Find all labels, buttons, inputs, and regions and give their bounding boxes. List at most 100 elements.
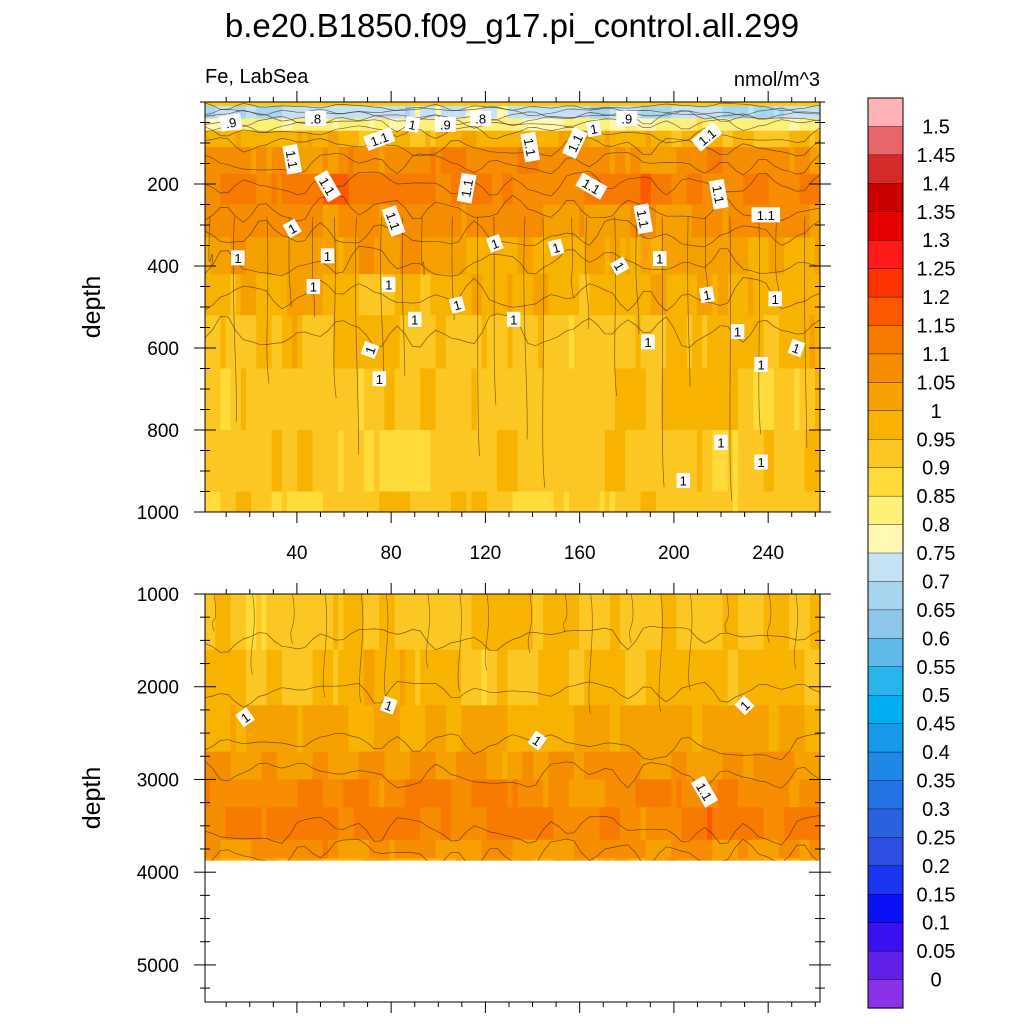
field-cell xyxy=(584,594,590,651)
field-cell xyxy=(594,594,601,651)
field-cell xyxy=(338,118,344,132)
field-cell xyxy=(430,204,437,238)
field-cell xyxy=(712,807,719,841)
field-cell xyxy=(471,858,478,861)
field-cell xyxy=(251,147,257,175)
field-cell xyxy=(435,430,442,493)
units-label: nmol/m^3 xyxy=(734,69,820,91)
field-cell xyxy=(399,368,406,431)
field-cell xyxy=(384,430,391,493)
field-cell xyxy=(266,649,273,706)
field-cell xyxy=(558,858,565,861)
field-cell xyxy=(302,839,309,859)
field-cell xyxy=(281,649,288,706)
field-cell xyxy=(425,858,432,861)
field-cell xyxy=(240,649,247,706)
field-cell xyxy=(404,807,411,841)
contour-line xyxy=(205,760,820,789)
field-cell xyxy=(697,649,703,706)
field-cell xyxy=(630,430,637,493)
field-cell xyxy=(538,858,544,861)
field-cell xyxy=(635,858,642,861)
field-cell xyxy=(681,751,688,781)
field-cell xyxy=(517,491,524,512)
field-cell xyxy=(348,649,355,706)
colorbar-label: 0.3 xyxy=(922,799,950,821)
field-cell xyxy=(686,839,693,859)
contour-line xyxy=(477,216,480,457)
field-cell xyxy=(276,705,283,753)
field-cell xyxy=(671,858,678,861)
field-cell xyxy=(645,649,652,706)
contour-label: 1 xyxy=(235,707,255,728)
field-cell xyxy=(374,118,380,132)
field-cell xyxy=(420,751,426,781)
field-cell xyxy=(568,705,575,753)
field-cell xyxy=(338,491,344,512)
field-cell xyxy=(686,315,693,370)
colorbar-label: 1.5 xyxy=(922,116,950,138)
field-cell xyxy=(384,147,391,175)
field-cell xyxy=(486,204,493,238)
field-cell xyxy=(538,751,544,781)
field-cell xyxy=(476,491,483,512)
contour-label-text: 1 xyxy=(407,117,417,133)
field-cell xyxy=(538,807,544,841)
field-cell xyxy=(312,147,319,175)
field-cell xyxy=(348,274,355,316)
field-cell xyxy=(379,274,385,316)
field-cell xyxy=(461,368,467,431)
field-cell xyxy=(399,491,406,512)
field-cell xyxy=(338,173,344,206)
colorbar-swatch xyxy=(867,837,904,867)
field-cell xyxy=(666,430,672,493)
field-cell xyxy=(691,173,698,206)
field-cell xyxy=(435,130,442,148)
field-cell xyxy=(814,751,820,781)
contour-label-text: .8 xyxy=(310,111,321,126)
field-cell xyxy=(753,118,760,132)
contour-label: 1 xyxy=(730,324,745,340)
colorbar-swatch xyxy=(867,979,904,1009)
field-cell xyxy=(753,106,760,119)
field-cell xyxy=(804,491,811,512)
field-cell xyxy=(430,274,437,316)
field-cell xyxy=(507,368,514,431)
field-cell xyxy=(502,649,508,706)
field-cell xyxy=(281,368,288,431)
field-cell xyxy=(579,807,585,841)
field-cell xyxy=(220,130,227,148)
field-cell xyxy=(507,204,514,238)
field-cell xyxy=(215,751,221,781)
field-cell xyxy=(251,858,257,861)
field-cell xyxy=(650,274,657,316)
field-cell xyxy=(563,173,570,206)
field-cell xyxy=(579,858,585,861)
field-cell xyxy=(317,807,324,841)
field-cell xyxy=(548,491,555,512)
field-cell xyxy=(799,130,806,148)
field-cell xyxy=(317,705,324,753)
field-cell xyxy=(691,594,698,651)
field-cell xyxy=(748,237,754,275)
field-cell xyxy=(215,118,221,132)
field-cell xyxy=(281,237,288,275)
field-cell xyxy=(676,274,683,316)
field-cell xyxy=(333,368,339,431)
field-cell xyxy=(328,839,334,859)
field-cell xyxy=(425,274,432,316)
field-cell xyxy=(399,118,406,132)
field-cell xyxy=(717,594,724,651)
field-cell xyxy=(507,858,514,861)
field-cell xyxy=(738,106,744,119)
field-cell xyxy=(210,173,216,206)
field-cell xyxy=(738,204,744,238)
field-cell xyxy=(681,430,688,493)
field-cell xyxy=(481,779,488,808)
field-cell xyxy=(676,118,683,132)
field-cell xyxy=(753,839,760,859)
field-cell xyxy=(420,491,426,512)
field-cell xyxy=(522,491,529,512)
field-cell xyxy=(235,274,242,316)
field-cell xyxy=(804,594,811,651)
